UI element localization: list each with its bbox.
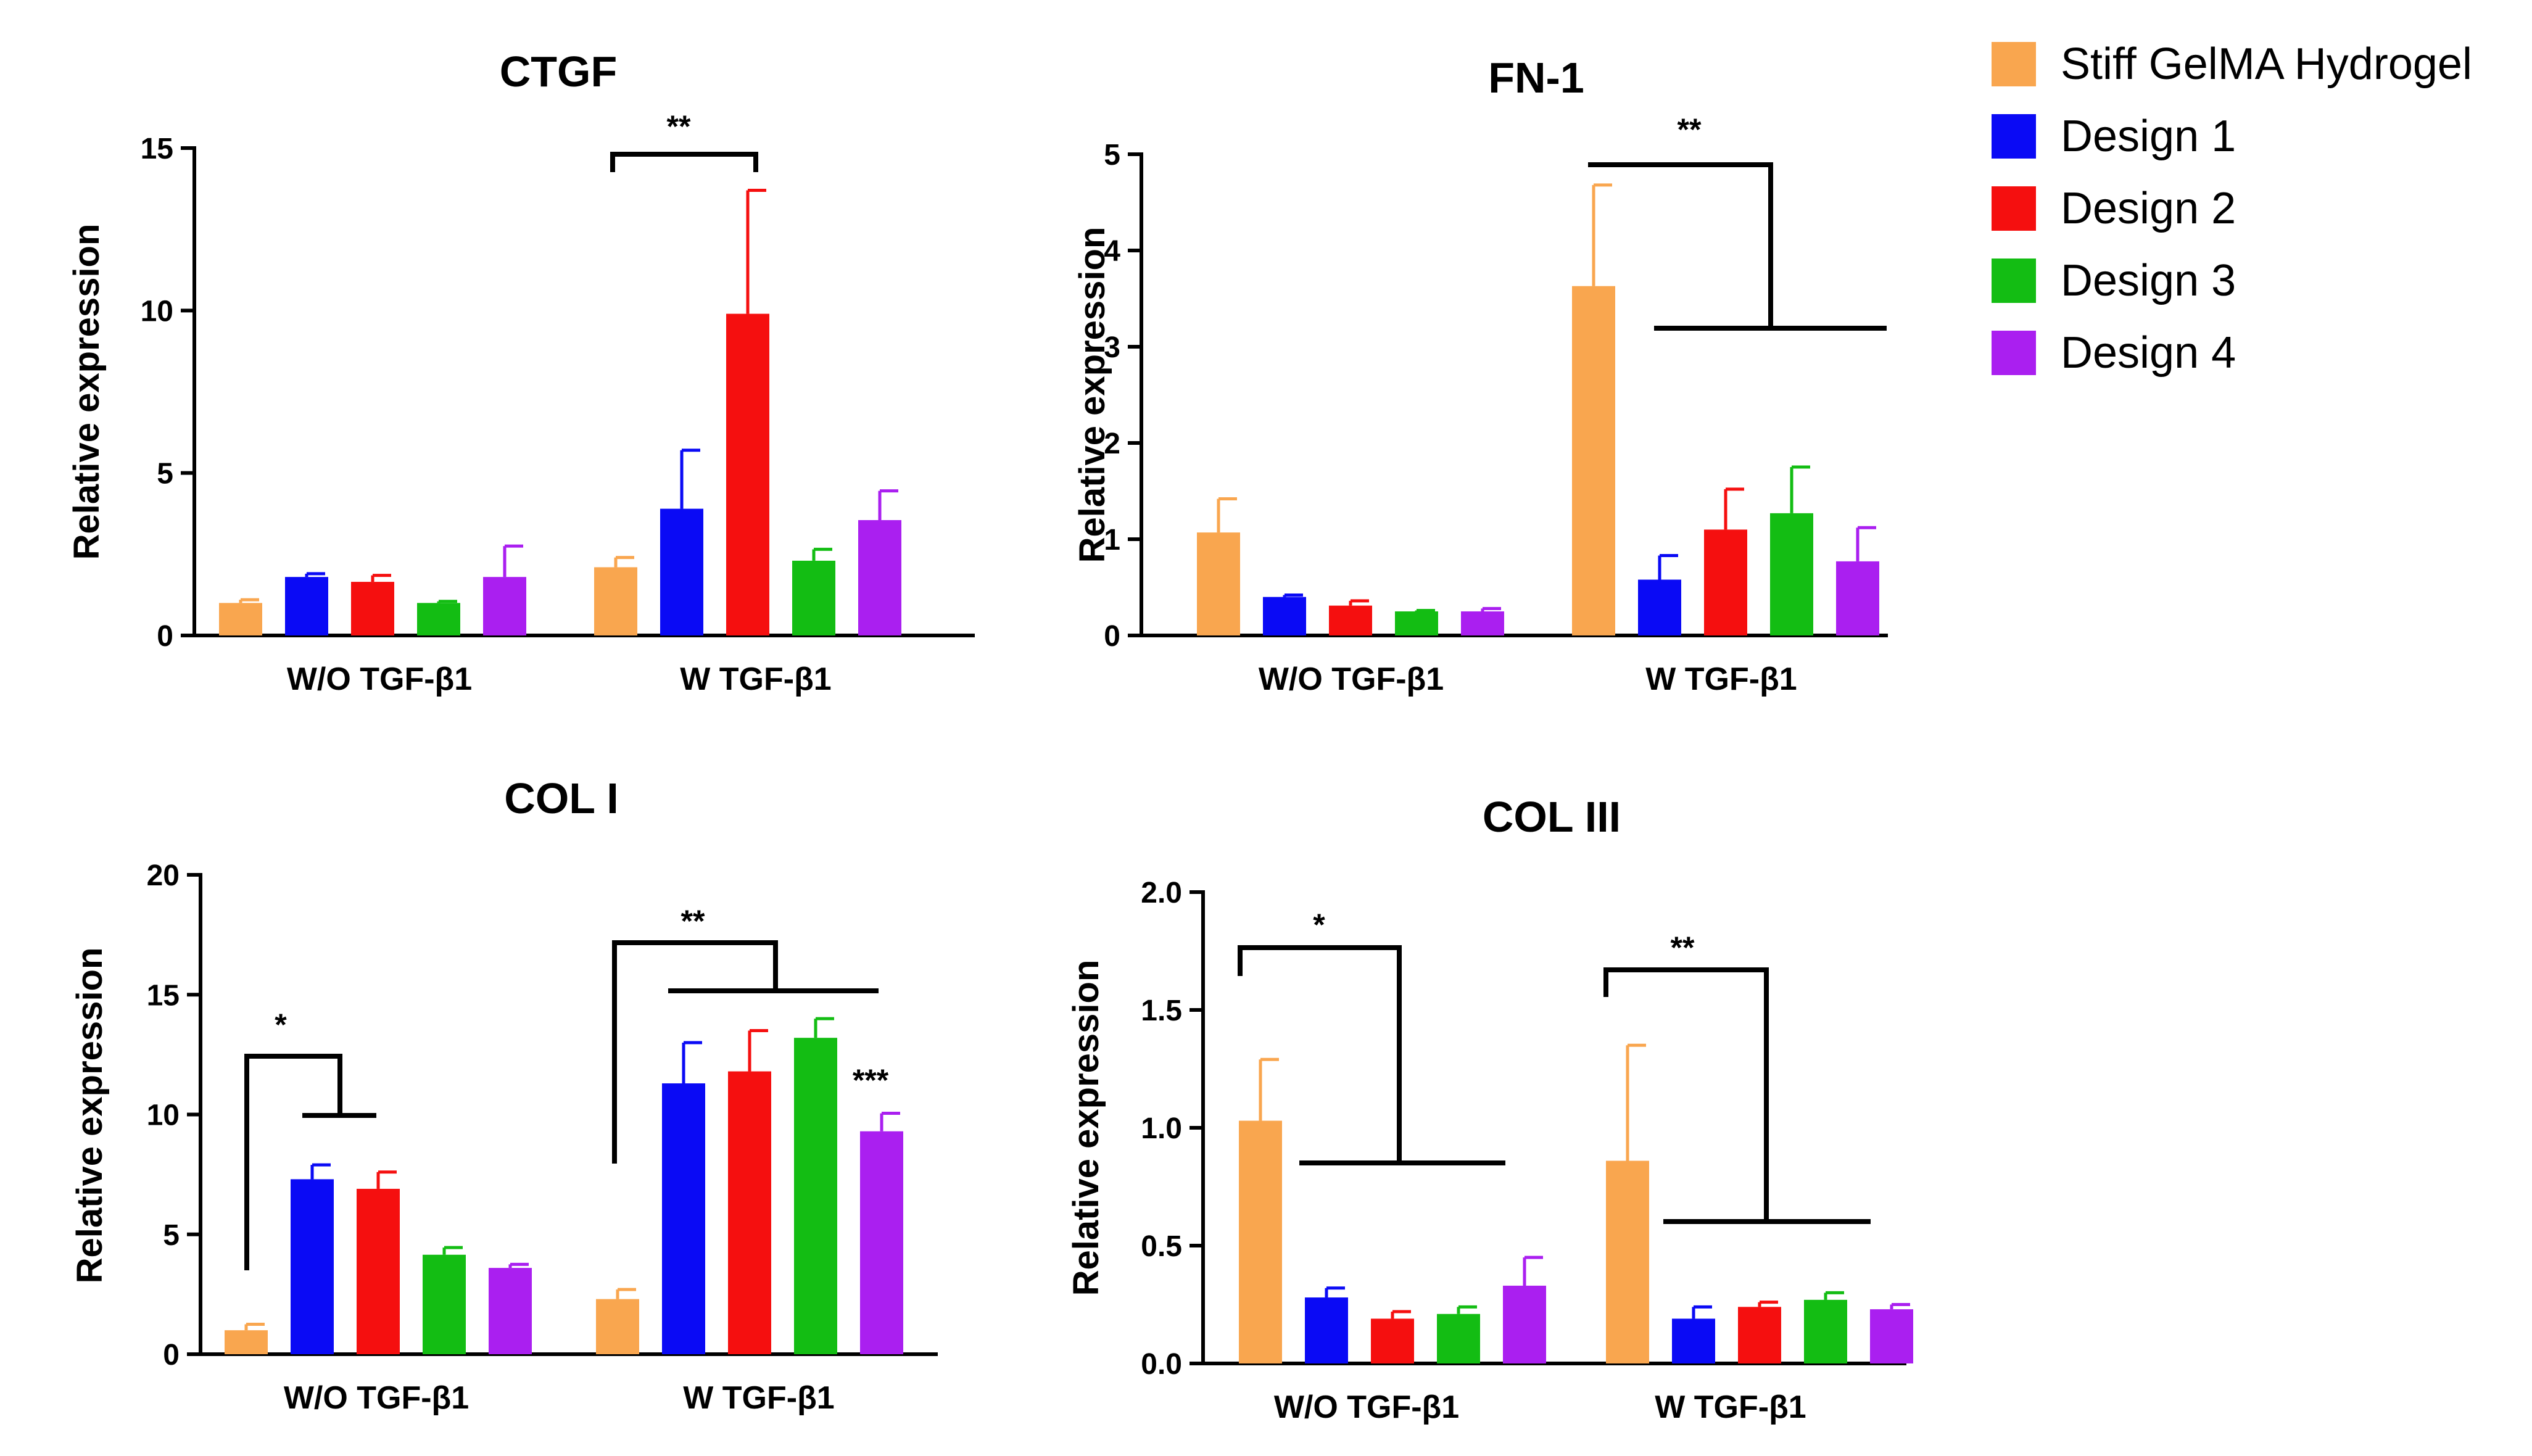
significance-marker: *** bbox=[853, 1063, 889, 1098]
y-tick-label: 10 bbox=[147, 1099, 180, 1132]
legend-label-stiff: Stiff GelMA Hydrogel bbox=[2061, 39, 2472, 89]
y-tick-label: 2 bbox=[1104, 428, 1120, 460]
bar-design4 bbox=[483, 577, 526, 635]
legend-swatch-design3 bbox=[1992, 259, 2036, 303]
bar-design3 bbox=[417, 603, 460, 635]
legend-label-design1: Design 1 bbox=[2061, 112, 2236, 161]
y-tick-label: 5 bbox=[163, 1219, 180, 1252]
y-axis-label: Relative expression bbox=[1066, 960, 1106, 1296]
y-tick-label: 3 bbox=[1104, 331, 1120, 364]
bar-stiff bbox=[1197, 532, 1240, 635]
bar-design3 bbox=[792, 560, 835, 635]
legend-swatch-stiff bbox=[1992, 42, 2036, 86]
x-group-label: W TGF-β1 bbox=[1655, 1389, 1806, 1425]
bar-design2 bbox=[1329, 605, 1372, 635]
y-tick-label: 15 bbox=[141, 133, 173, 165]
y-tick-label: 10 bbox=[141, 295, 173, 328]
bar-stiff bbox=[225, 1330, 268, 1354]
chart-panel-ctgf: CTGF Relative expression 0 5 10 15 W/O TGF-β1 W… bbox=[67, 48, 975, 697]
bar-design1 bbox=[1638, 579, 1681, 635]
significance-marker: * bbox=[275, 1007, 287, 1042]
bar-stiff bbox=[1239, 1120, 1282, 1363]
significance-marker: * bbox=[1313, 908, 1325, 942]
significance-marker: ** bbox=[1671, 930, 1695, 965]
y-tick-label: 5 bbox=[1104, 139, 1120, 172]
y-tick-label: 2.0 bbox=[1141, 877, 1182, 909]
y-tick-label: 4 bbox=[1104, 235, 1120, 268]
bar-design1 bbox=[1263, 597, 1306, 635]
y-tick-label: 1.0 bbox=[1141, 1112, 1182, 1145]
y-tick-label: 1 bbox=[1104, 524, 1120, 556]
bar-design3 bbox=[1437, 1313, 1480, 1363]
bar-design1 bbox=[660, 508, 703, 635]
x-group-label: W TGF-β1 bbox=[683, 1380, 834, 1416]
bar-design1 bbox=[1672, 1318, 1715, 1363]
bar-design4 bbox=[489, 1268, 532, 1354]
legend: Stiff GelMA Hydrogel Design 1 Design 2 Desi… bbox=[1992, 39, 2472, 378]
y-axis-label: Relative expression bbox=[70, 948, 110, 1284]
chart-title: COL III bbox=[1483, 793, 1621, 841]
x-group-label: W/O TGF-β1 bbox=[287, 661, 472, 697]
y-tick-label: 1.5 bbox=[1141, 995, 1182, 1027]
bar-design3 bbox=[1804, 1299, 1847, 1363]
legend-label-design2: Design 2 bbox=[2061, 184, 2236, 233]
chart-panel-col-i: COL I Relative expression 0 5 10 15 20 W/O TGF-… bbox=[70, 774, 938, 1416]
bar-design4 bbox=[1836, 561, 1879, 635]
bar-design4 bbox=[858, 520, 901, 635]
bar-design1 bbox=[291, 1179, 334, 1354]
x-group-label: W/O TGF-β1 bbox=[284, 1380, 469, 1416]
legend-label-design3: Design 3 bbox=[2061, 256, 2236, 305]
bar-design4 bbox=[1503, 1285, 1546, 1363]
x-group-label: W TGF-β1 bbox=[1645, 661, 1797, 697]
y-axis-label: Relative expression bbox=[1072, 227, 1112, 563]
chart-title: COL I bbox=[504, 774, 618, 822]
y-tick-label: 0 bbox=[1104, 620, 1120, 653]
y-tick-label: 0 bbox=[157, 620, 173, 653]
bar-design2 bbox=[728, 1071, 771, 1354]
bar-design2 bbox=[351, 582, 394, 635]
x-group-label: W/O TGF-β1 bbox=[1274, 1389, 1459, 1425]
bar-design2 bbox=[1371, 1318, 1414, 1363]
x-group-label: W/O TGF-β1 bbox=[1259, 661, 1444, 697]
legend-swatch-design2 bbox=[1992, 186, 2036, 231]
bar-design2 bbox=[1738, 1307, 1781, 1363]
bar-design3 bbox=[423, 1254, 466, 1354]
bar-design1 bbox=[285, 577, 328, 635]
legend-swatch-design4 bbox=[1992, 331, 2036, 375]
y-tick-label: 0.5 bbox=[1141, 1230, 1182, 1263]
y-tick-label: 0 bbox=[163, 1339, 180, 1371]
chart-title: FN-1 bbox=[1488, 54, 1584, 102]
legend-label-design4: Design 4 bbox=[2061, 328, 2236, 378]
bar-design2 bbox=[1704, 529, 1747, 635]
significance-marker: ** bbox=[1678, 112, 1702, 147]
bar-design4 bbox=[1461, 611, 1504, 635]
bar-stiff bbox=[594, 567, 637, 635]
y-tick-label: 15 bbox=[147, 979, 180, 1012]
x-group-label: W TGF-β1 bbox=[680, 661, 831, 697]
bar-design4 bbox=[860, 1131, 903, 1354]
bar-stiff bbox=[1606, 1160, 1649, 1363]
bar-design2 bbox=[726, 313, 769, 636]
bar-stiff bbox=[219, 603, 262, 635]
legend-swatch-design1 bbox=[1992, 114, 2036, 159]
bar-design1 bbox=[1305, 1297, 1348, 1363]
significance-marker: ** bbox=[681, 904, 705, 938]
bar-design3 bbox=[794, 1038, 837, 1354]
chart-panel-fn-1: FN-1 Relative expression 0 1 2 3 4 5 W/O TGF-β1 W… bbox=[1072, 54, 1888, 697]
bar-design3 bbox=[1770, 513, 1813, 635]
bar-design4 bbox=[1870, 1309, 1913, 1363]
chart-panel-col-iii: COL III Relative expression 0.0 0.5 1.0 1.5 2.… bbox=[1066, 793, 1913, 1425]
bar-design1 bbox=[662, 1083, 705, 1354]
y-axis-label: Relative expression bbox=[67, 224, 107, 560]
bar-stiff bbox=[1572, 286, 1615, 636]
y-tick-label: 5 bbox=[157, 458, 173, 490]
bar-design3 bbox=[1395, 611, 1438, 635]
significance-marker: ** bbox=[667, 109, 691, 144]
y-tick-label: 20 bbox=[147, 859, 180, 892]
bar-design2 bbox=[357, 1188, 400, 1354]
bar-stiff bbox=[596, 1299, 639, 1354]
y-tick-label: 0.0 bbox=[1141, 1348, 1182, 1381]
chart-title: CTGF bbox=[500, 48, 618, 96]
